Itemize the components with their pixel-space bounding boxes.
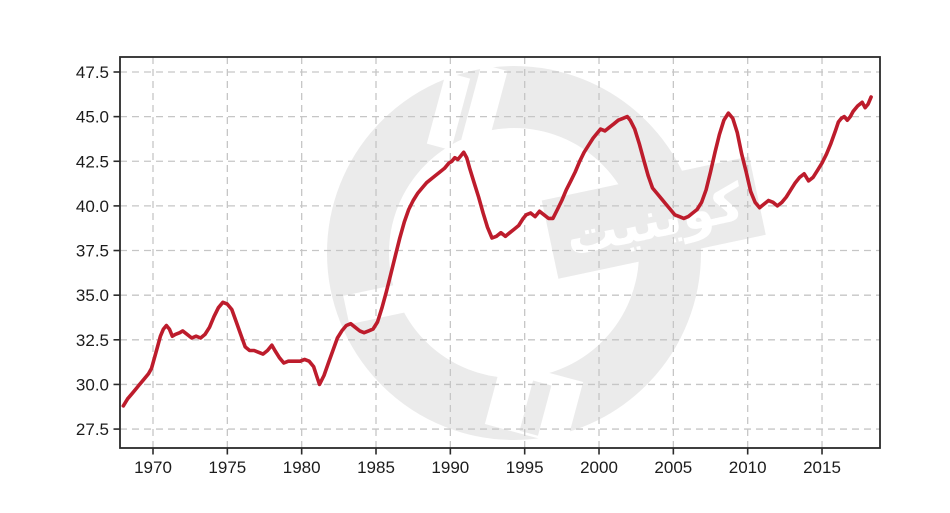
axis-labels: 1970 1975 1980 1985 1990 1995 2000 2005 2010 2015…	[76, 63, 841, 477]
watermark-band-bg	[541, 156, 766, 279]
plot-border	[119, 56, 881, 449]
y-tick-label: 47.5	[76, 63, 109, 82]
y-tick-label: 35.0	[76, 286, 109, 305]
x-tick-label: 1990	[431, 458, 469, 477]
watermark-notch-icon	[519, 380, 552, 436]
x-tick-label: 2000	[580, 458, 618, 477]
y-tick-label: 27.5	[76, 420, 109, 439]
x-tick-label: 1995	[506, 458, 544, 477]
y-tick-label: 30.0	[76, 375, 109, 394]
x-tick-label: 2015	[803, 458, 841, 477]
y-tick-label: 42.5	[76, 152, 109, 171]
x-tick-label: 2005	[654, 458, 692, 477]
x-tick-label: 1985	[357, 458, 395, 477]
watermark-logo: کوینیت	[327, 63, 766, 446]
data-line-series	[121, 95, 873, 408]
y-tick-label: 37.5	[76, 242, 109, 261]
x-tick-label: 1970	[134, 458, 172, 477]
y-tick-label: 32.5	[76, 331, 109, 350]
axis-ticks	[113, 71, 823, 455]
y-tick-label: 45.0	[76, 108, 109, 127]
x-tick-label: 1975	[208, 458, 246, 477]
y-tick-label: 40.0	[76, 197, 109, 216]
watermark-notch-icon	[426, 72, 471, 151]
x-tick-label: 2010	[729, 458, 767, 477]
x-tick-label: 1980	[283, 458, 321, 477]
gridlines	[120, 57, 880, 448]
watermark-notch-icon	[461, 63, 508, 147]
